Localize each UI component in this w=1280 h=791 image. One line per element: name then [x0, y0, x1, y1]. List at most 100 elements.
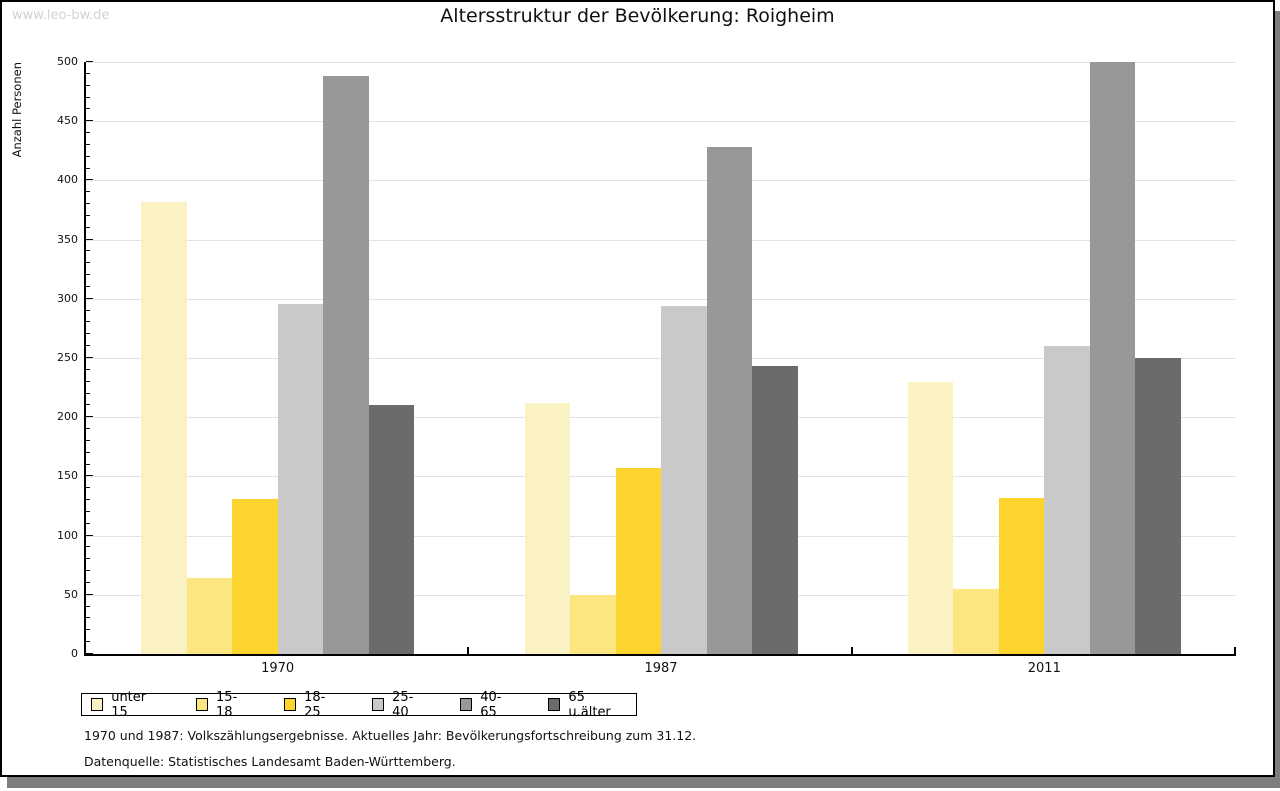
- gridline: [86, 62, 1236, 63]
- y-axis-minor-tick: [86, 463, 90, 465]
- legend-item-25-40: 25-40: [371, 689, 427, 720]
- y-axis-minor-tick: [86, 84, 90, 86]
- y-axis-minor-tick: [86, 428, 90, 430]
- y-axis-minor-tick: [86, 285, 90, 287]
- y-axis-minor-tick: [86, 108, 90, 110]
- y-axis-minor-tick: [86, 345, 90, 347]
- y-axis-minor-tick: [86, 333, 90, 335]
- chart-frame: www.leo-bw.de Altersstruktur der Bevölke…: [0, 0, 1275, 777]
- y-axis-major-tick: [86, 475, 93, 477]
- y-axis-label: Anzahl Personen: [10, 62, 24, 158]
- footnote-datasource: Datenquelle: Statistisches Landesamt Bad…: [84, 754, 456, 769]
- y-axis-tick-label: 400: [57, 173, 78, 187]
- legend-swatch: [195, 698, 208, 711]
- legend-box: unter 15 15-18 18-25 25-40 40-65 65 u.älter: [81, 690, 637, 720]
- y-axis-minor-tick: [86, 605, 90, 607]
- y-axis-minor-tick: [86, 274, 90, 276]
- legend-label: unter 15: [111, 689, 147, 720]
- y-axis-minor-tick: [86, 570, 90, 572]
- y-axis-major-tick: [86, 534, 93, 536]
- y-axis-minor-tick: [86, 250, 90, 252]
- y-axis-tick-label: 0: [71, 647, 78, 660]
- y-axis-minor-tick: [86, 641, 90, 643]
- legend-item-65-u-lter: 65 u.älter: [548, 690, 627, 720]
- y-axis-minor-tick: [86, 629, 90, 631]
- y-axis-minor-tick: [86, 309, 90, 311]
- bar-1987-18-25: [615, 468, 661, 654]
- x-axis-section-tick: [467, 647, 470, 654]
- y-axis-minor-tick: [86, 72, 90, 74]
- y-axis-minor-tick: [86, 203, 90, 205]
- x-axis-section-tick: [850, 647, 853, 654]
- y-axis-minor-tick: [86, 404, 90, 406]
- bar-2011-15-18: [953, 588, 999, 654]
- y-axis-minor-tick: [86, 96, 90, 98]
- bar-1970-65-u-lter: [368, 405, 415, 654]
- y-axis-major-tick: [86, 238, 93, 240]
- legend-swatch: [283, 698, 297, 711]
- y-axis-tick-label: 500: [57, 55, 78, 68]
- y-axis-minor-tick: [86, 214, 90, 216]
- y-axis-tick-label: 350: [57, 232, 78, 246]
- bar-1970-40-65: [323, 76, 369, 654]
- y-axis-minor-tick: [86, 499, 90, 501]
- x-axis-category-label: 2011: [1027, 661, 1061, 676]
- y-axis-minor-tick: [86, 262, 90, 264]
- chart-title: Altersstruktur der Bevölkerung: Roigheim: [440, 5, 835, 27]
- gridline: [86, 180, 1236, 182]
- legend-item-unter-15: unter 15: [91, 690, 163, 720]
- y-axis-major-tick: [86, 179, 93, 181]
- y-axis-tick-label: 250: [57, 351, 78, 364]
- y-axis-minor-tick: [86, 155, 90, 157]
- x-axis-category-label: 1987: [644, 661, 678, 676]
- legend-swatch: [91, 698, 104, 711]
- bar-2011-unter-15: [907, 381, 954, 654]
- y-axis-minor-tick: [86, 392, 90, 394]
- bar-1987-25-40: [661, 305, 707, 654]
- y-axis-minor-tick: [86, 558, 90, 560]
- y-axis-major-tick: [86, 297, 93, 299]
- gridline: [86, 121, 1236, 123]
- legend-swatch: [371, 698, 385, 711]
- bar-2011-40-65: [1089, 62, 1136, 654]
- bar-1987-unter-15: [524, 403, 570, 654]
- legend-item-18-25: 18-25: [283, 689, 339, 720]
- legend-item-15-18: 15-18: [195, 690, 251, 720]
- legend-label: 25-40: [392, 689, 414, 720]
- y-axis-tick-label: 150: [57, 469, 78, 483]
- legend-swatch: [548, 698, 561, 711]
- x-axis-section-tick: [1234, 647, 1236, 654]
- bar-1987-40-65: [706, 147, 752, 654]
- y-axis-minor-tick: [86, 617, 90, 619]
- gridline: [86, 239, 1236, 241]
- y-axis-tick-label: 300: [57, 291, 78, 305]
- y-axis-major-tick: [86, 357, 93, 358]
- x-axis-category-label: 1970: [261, 661, 295, 676]
- y-axis-minor-tick: [86, 167, 90, 169]
- bar-1987-15-18: [570, 594, 616, 654]
- y-axis-minor-tick: [86, 451, 90, 453]
- y-axis-tick-label: 100: [57, 528, 78, 542]
- legend-label: 18-25: [304, 689, 326, 720]
- y-axis-minor-tick: [86, 321, 90, 323]
- y-axis-minor-tick: [86, 380, 90, 382]
- y-axis-minor-tick: [86, 132, 90, 134]
- footnote-sources: 1970 und 1987: Volkszählungsergebnisse. …: [84, 728, 697, 743]
- plot-area: 0 50 100 150 200 250 300 350 400 450 500 1970 1987 20…: [57, 55, 1236, 676]
- y-axis-minor-tick: [86, 143, 90, 145]
- bar-1970-25-40: [277, 303, 324, 654]
- y-axis-major-tick: [86, 593, 93, 595]
- y-axis-minor-tick: [86, 439, 90, 441]
- bar-1970-18-25: [232, 498, 278, 654]
- y-axis-major-tick: [86, 416, 93, 418]
- y-axis-tick-label: 200: [57, 410, 78, 424]
- legend-label: 65 u.älter: [568, 689, 611, 720]
- y-axis-tick-label: 50: [64, 587, 78, 601]
- legend-label: 40-65: [480, 689, 502, 720]
- y-axis-minor-tick: [86, 191, 90, 193]
- watermark-text: www.leo-bw.de: [12, 8, 110, 23]
- y-axis-minor-tick: [86, 546, 90, 548]
- y-axis-minor-tick: [86, 226, 90, 228]
- bar-2011-25-40: [1044, 346, 1090, 654]
- y-axis-minor-tick: [86, 368, 90, 370]
